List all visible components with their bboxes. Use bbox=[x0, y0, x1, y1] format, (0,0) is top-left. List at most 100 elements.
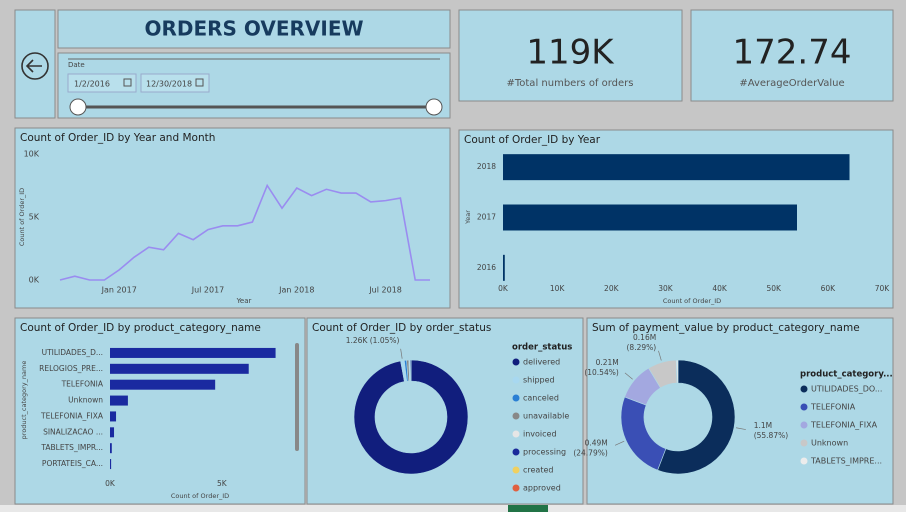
y-tick-label: 2018 bbox=[477, 162, 496, 171]
legend-marker bbox=[512, 466, 520, 474]
y-tick-label: RELOGIOS_PRE... bbox=[39, 364, 103, 373]
back-button[interactable] bbox=[21, 52, 49, 80]
y-tick-label: PORTATEIS_CA... bbox=[42, 459, 103, 468]
legend-label: canceled bbox=[523, 394, 559, 403]
back-circle[interactable] bbox=[21, 52, 49, 80]
kpi-card bbox=[458, 9, 683, 102]
bar bbox=[110, 347, 276, 358]
end-date[interactable]: 12/30/2018 bbox=[146, 80, 192, 89]
y-tick-label: UTILIDADES_D... bbox=[42, 348, 103, 357]
data-label: 0.16M bbox=[633, 333, 656, 342]
data-label: 1.26K (1.05%) bbox=[346, 336, 400, 345]
legend-label: TABLETS_IMPRE... bbox=[810, 457, 882, 466]
legend-marker bbox=[512, 358, 520, 366]
y-axis-label: product_category_name bbox=[20, 361, 28, 440]
kpi-label: #Total numbers of orders bbox=[506, 78, 633, 89]
kpi-value: 172.74 bbox=[733, 33, 852, 73]
y-tick-label: 2016 bbox=[477, 263, 496, 272]
legend-label: Unknown bbox=[811, 439, 848, 448]
bar bbox=[110, 363, 249, 374]
legend-label: TELEFONIA_FIXA bbox=[810, 421, 878, 430]
calendar-icon[interactable] bbox=[195, 78, 204, 87]
legend-label: processing bbox=[523, 448, 566, 457]
leader-line bbox=[624, 372, 633, 380]
leader-line bbox=[658, 350, 662, 361]
kpi-value: 119K bbox=[526, 33, 615, 73]
x-tick-label: 5K bbox=[217, 479, 228, 488]
leader-line bbox=[614, 440, 625, 446]
legend-label: UTILIDADES_DO... bbox=[811, 385, 882, 394]
y-tick-label: TELEFONIA bbox=[61, 380, 104, 389]
kpi-card bbox=[690, 9, 894, 102]
legend-label: delivered bbox=[523, 358, 560, 367]
legend-marker bbox=[800, 385, 808, 393]
donut-slice bbox=[353, 359, 469, 475]
x-tick-label: 30K bbox=[658, 284, 674, 293]
x-tick-label: 40K bbox=[712, 284, 728, 293]
data-label: 0.49M bbox=[585, 439, 608, 448]
legend-marker bbox=[512, 484, 520, 492]
y-axis-label: Year bbox=[464, 210, 472, 225]
y-tick-label: 0K bbox=[29, 276, 40, 285]
leader-line bbox=[400, 348, 403, 359]
y-tick-label: TELEFONIA_FIXA bbox=[40, 411, 104, 420]
legend-marker bbox=[512, 394, 520, 402]
start-date[interactable]: 1/2/2016 bbox=[74, 80, 110, 89]
bar bbox=[110, 395, 128, 406]
calendar-icon[interactable] bbox=[123, 78, 132, 87]
x-tick-label: 60K bbox=[821, 284, 837, 293]
chart-title: Count of Order_ID by order_status bbox=[312, 322, 491, 334]
data-label: (10.54%) bbox=[584, 368, 619, 377]
legend-title: order_status bbox=[512, 343, 572, 353]
chart-title: Count of Order_ID by product_category_na… bbox=[20, 322, 261, 334]
y-tick-label: Unknown bbox=[68, 396, 103, 405]
y-tick-label: 5K bbox=[29, 213, 40, 222]
title-panel bbox=[57, 9, 451, 49]
x-tick-label: Jan 2018 bbox=[278, 286, 314, 295]
slicer-label: Date bbox=[68, 61, 85, 69]
legend-marker bbox=[800, 439, 808, 447]
bar bbox=[110, 427, 115, 438]
chart-title: Sum of payment_value by product_category… bbox=[592, 322, 860, 334]
bar bbox=[503, 154, 850, 181]
y-tick-label: SINALIZACAO ... bbox=[43, 427, 103, 436]
slider-handle[interactable] bbox=[69, 98, 87, 116]
y-axis-label: Count of Order_ID bbox=[18, 188, 26, 246]
legend-title: product_category... bbox=[800, 370, 893, 380]
active-tab[interactable] bbox=[508, 505, 548, 512]
bar bbox=[503, 204, 797, 231]
x-tick-label: 50K bbox=[766, 284, 782, 293]
page-title: ORDERS OVERVIEW bbox=[144, 17, 363, 41]
data-label: (55.87%) bbox=[754, 431, 789, 440]
bar bbox=[110, 411, 117, 422]
chart-panel bbox=[306, 317, 584, 505]
chart-title: Count of Order_ID by Year bbox=[464, 134, 601, 146]
donut-slice bbox=[657, 359, 736, 475]
leader-line bbox=[735, 427, 746, 430]
data-label: 0.21M bbox=[596, 358, 619, 367]
y-tick-label: 10K bbox=[24, 150, 40, 159]
donut-slice bbox=[675, 359, 679, 384]
legend-label: TELEFONIA bbox=[810, 403, 856, 412]
x-tick-label: 70K bbox=[875, 284, 891, 293]
legend-marker bbox=[512, 448, 520, 456]
x-tick-label: 0K bbox=[105, 479, 116, 488]
bar bbox=[110, 379, 216, 390]
end-date-box[interactable] bbox=[140, 73, 210, 93]
x-tick-label: 20K bbox=[604, 284, 620, 293]
slider-handle[interactable] bbox=[425, 98, 443, 116]
legend-marker bbox=[800, 403, 808, 411]
bar bbox=[110, 443, 112, 454]
legend-marker bbox=[512, 376, 520, 384]
legend-label: approved bbox=[523, 484, 561, 493]
legend-marker bbox=[800, 457, 808, 465]
y-tick-label: TABLETS_IMPR... bbox=[40, 443, 103, 452]
legend-label: invoiced bbox=[523, 430, 557, 439]
chart-panel bbox=[14, 127, 451, 309]
x-axis-label: Count of Order_ID bbox=[663, 297, 721, 305]
start-date-box[interactable] bbox=[67, 73, 137, 93]
data-label: (8.29%) bbox=[627, 343, 657, 352]
back-arrow[interactable] bbox=[25, 59, 42, 73]
x-tick-label: 0K bbox=[498, 284, 509, 293]
